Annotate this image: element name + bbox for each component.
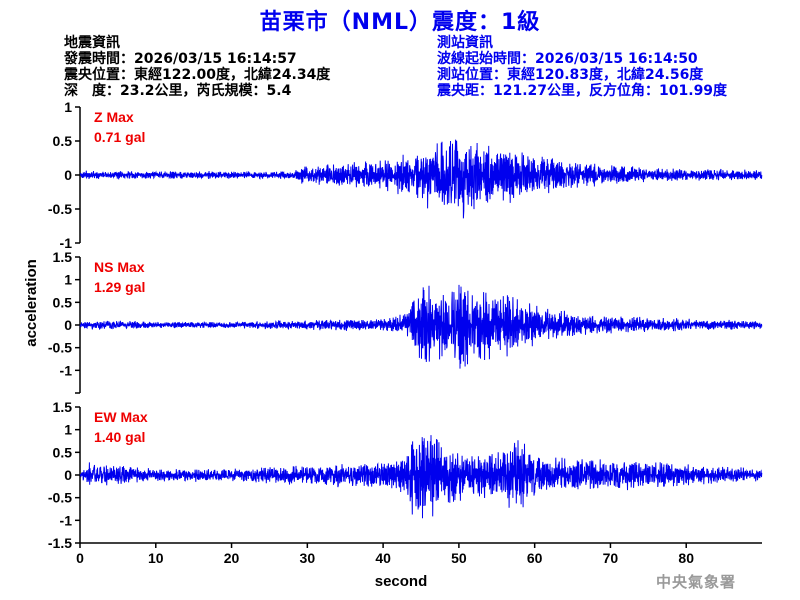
y-tick-label: 1 <box>64 99 72 115</box>
max-title-z: Z Max <box>94 109 134 125</box>
y-tick-label: 1 <box>64 272 72 288</box>
x-tick-label: 30 <box>300 550 316 566</box>
y-axis-title: acceleration <box>23 259 40 347</box>
station-info: 測站資訊 波線起始時間：2026/03/15 16:14:50 測站位置：東經1… <box>437 35 727 99</box>
y-tick-label: -1.5 <box>48 535 72 551</box>
y-tick-label: 0.5 <box>53 133 73 149</box>
y-tick-label: 0.5 <box>53 294 73 310</box>
panel-z: -1 -0.5 0 0.5 1 Z Max 0.71 gal <box>48 99 763 251</box>
page-title: 苗栗市（NML）震度：1級 <box>259 10 541 35</box>
y-tick-label: 1.5 <box>53 399 73 415</box>
x-tick-label: 0 <box>76 550 84 566</box>
earthquake-info: 地震資訊 發震時間：2026/03/15 16:14:57 震央位置：東經122… <box>64 35 330 99</box>
max-value-z: 0.71 gal <box>94 129 145 145</box>
x-tick-label: 40 <box>375 550 391 566</box>
y-tick-label: 0.5 <box>53 444 73 460</box>
y-tick-label: -0.5 <box>48 340 72 356</box>
y-tick-label: 0 <box>64 467 72 483</box>
station-location: 測站位置：東經120.83度，北緯24.56度 <box>437 67 704 83</box>
x-tick-label: 70 <box>603 550 619 566</box>
waveform-start-time: 波線起始時間：2026/03/15 16:14:50 <box>437 51 698 67</box>
agency-watermark: 中央氣象署 <box>656 573 737 591</box>
max-value-ew: 1.40 gal <box>94 429 145 445</box>
trace-ns <box>79 284 763 369</box>
x-axis-title: second <box>375 573 428 590</box>
y-tick-label: 1 <box>64 422 72 438</box>
x-tick-label: 50 <box>451 550 467 566</box>
panel-ew: -1.5 -1 -0.5 0 0.5 1 1.5 EW Max 1.40 gal <box>48 399 763 551</box>
y-tick-label: 1.5 <box>53 249 73 265</box>
panel-ns: -1 -0.5 0 0.5 1 1.5 NS Max 1.29 gal <box>48 249 763 394</box>
y-tick-label: -0.5 <box>48 201 72 217</box>
max-title-ns: NS Max <box>94 259 145 275</box>
trace-z <box>79 139 763 219</box>
station-info-heading: 測站資訊 <box>437 35 493 51</box>
x-tick-label: 20 <box>224 550 240 566</box>
y-tick-label: 0 <box>64 167 72 183</box>
x-tick-label: 80 <box>678 550 694 566</box>
x-tick-label: 60 <box>527 550 543 566</box>
depth-magnitude: 深 度：23.2公里，芮氏規模：5.4 <box>64 83 292 99</box>
y-tick-label: -1 <box>60 362 73 378</box>
trace-ew <box>79 435 763 519</box>
y-tick-label: -1 <box>60 235 73 251</box>
y-tick-label: 0 <box>64 317 72 333</box>
epicentral-distance: 震央距：121.27公里，反方位角：101.99度 <box>437 83 728 99</box>
max-value-ns: 1.29 gal <box>94 279 145 295</box>
y-tick-label: -0.5 <box>48 490 72 506</box>
origin-time: 發震時間：2026/03/15 16:14:57 <box>64 51 297 67</box>
epicenter: 震央位置：東經122.00度，北緯24.34度 <box>64 67 331 83</box>
y-tick-label: -1 <box>60 512 73 528</box>
earthquake-info-heading: 地震資訊 <box>64 35 120 51</box>
max-title-ew: EW Max <box>94 409 148 425</box>
x-tick-label: 10 <box>148 550 164 566</box>
